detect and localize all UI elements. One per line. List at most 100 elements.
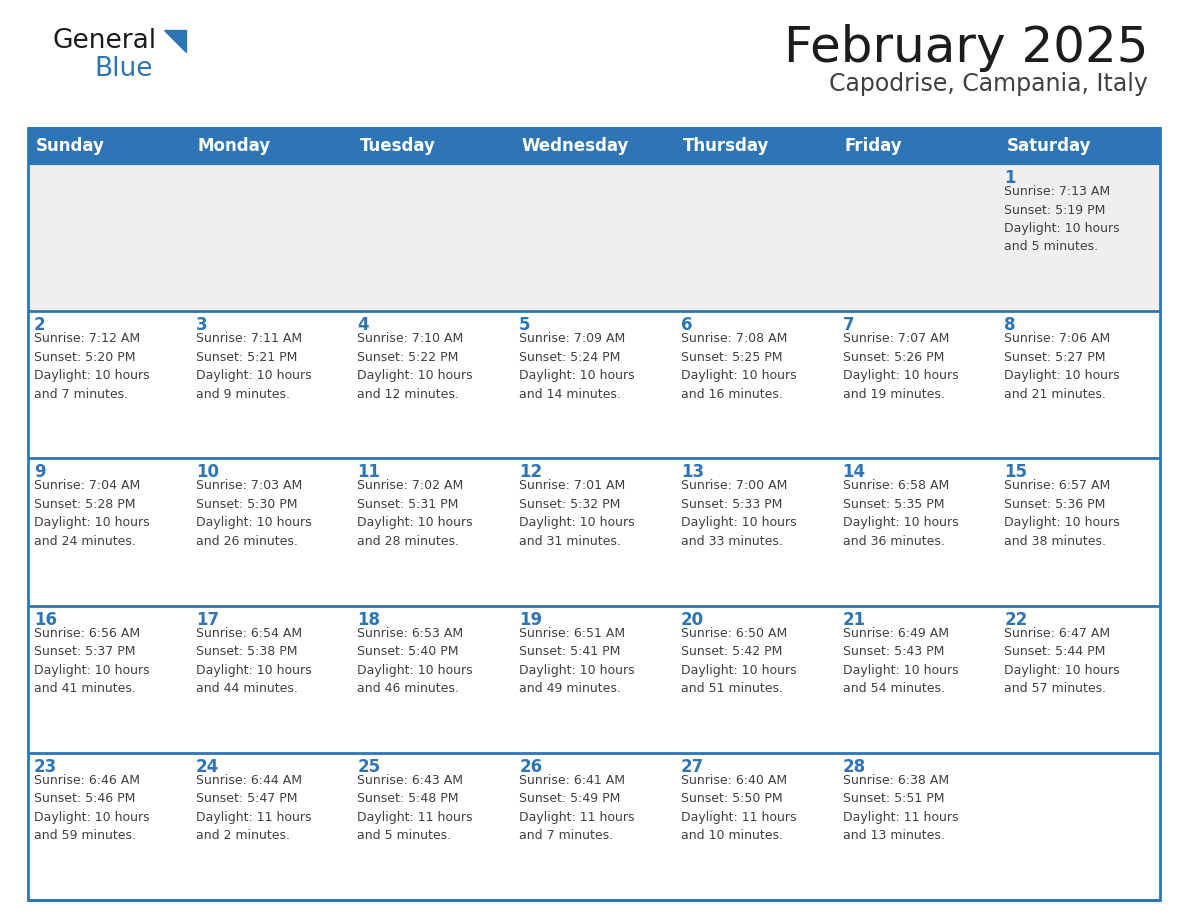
Bar (190, 753, 352, 900)
Text: Thursday: Thursday (683, 137, 770, 155)
Text: 20: 20 (681, 610, 704, 629)
Text: 7: 7 (842, 316, 854, 334)
Text: Sunrise: 6:43 AM
Sunset: 5:48 PM
Daylight: 11 hours
and 5 minutes.: Sunrise: 6:43 AM Sunset: 5:48 PM Dayligh… (358, 774, 473, 843)
Text: Sunrise: 7:01 AM
Sunset: 5:32 PM
Daylight: 10 hours
and 31 minutes.: Sunrise: 7:01 AM Sunset: 5:32 PM Dayligh… (519, 479, 634, 548)
Bar (836, 458, 998, 606)
Text: Sunrise: 7:08 AM
Sunset: 5:25 PM
Daylight: 10 hours
and 16 minutes.: Sunrise: 7:08 AM Sunset: 5:25 PM Dayligh… (681, 332, 796, 400)
Bar (29, 753, 190, 900)
Bar (352, 606, 513, 753)
Bar (675, 606, 836, 753)
Text: Wednesday: Wednesday (522, 137, 628, 155)
Text: Sunrise: 6:56 AM
Sunset: 5:37 PM
Daylight: 10 hours
and 41 minutes.: Sunrise: 6:56 AM Sunset: 5:37 PM Dayligh… (34, 627, 150, 695)
Bar (836, 606, 998, 753)
Bar (29, 128, 190, 164)
Text: Friday: Friday (845, 137, 902, 155)
Bar (513, 753, 675, 900)
Bar (190, 606, 352, 753)
Text: Sunrise: 7:02 AM
Sunset: 5:31 PM
Daylight: 10 hours
and 28 minutes.: Sunrise: 7:02 AM Sunset: 5:31 PM Dayligh… (358, 479, 473, 548)
Text: 1: 1 (1004, 169, 1016, 187)
Text: 27: 27 (681, 757, 704, 776)
Text: 3: 3 (196, 316, 208, 334)
Text: 28: 28 (842, 757, 866, 776)
Text: Sunrise: 7:04 AM
Sunset: 5:28 PM
Daylight: 10 hours
and 24 minutes.: Sunrise: 7:04 AM Sunset: 5:28 PM Dayligh… (34, 479, 150, 548)
Text: Sunrise: 6:41 AM
Sunset: 5:49 PM
Daylight: 11 hours
and 7 minutes.: Sunrise: 6:41 AM Sunset: 5:49 PM Dayligh… (519, 774, 634, 843)
Text: General: General (52, 28, 156, 54)
Bar (513, 606, 675, 753)
Bar (513, 128, 675, 164)
Text: Sunrise: 6:49 AM
Sunset: 5:43 PM
Daylight: 10 hours
and 54 minutes.: Sunrise: 6:49 AM Sunset: 5:43 PM Dayligh… (842, 627, 959, 695)
Bar (29, 606, 190, 753)
Text: 18: 18 (358, 610, 380, 629)
Bar (998, 753, 1159, 900)
Text: 21: 21 (842, 610, 866, 629)
Bar (29, 458, 190, 606)
Bar (675, 164, 836, 311)
Text: Sunrise: 6:40 AM
Sunset: 5:50 PM
Daylight: 11 hours
and 10 minutes.: Sunrise: 6:40 AM Sunset: 5:50 PM Dayligh… (681, 774, 796, 843)
Text: Sunrise: 6:47 AM
Sunset: 5:44 PM
Daylight: 10 hours
and 57 minutes.: Sunrise: 6:47 AM Sunset: 5:44 PM Dayligh… (1004, 627, 1120, 695)
Bar (352, 458, 513, 606)
Text: Sunrise: 6:53 AM
Sunset: 5:40 PM
Daylight: 10 hours
and 46 minutes.: Sunrise: 6:53 AM Sunset: 5:40 PM Dayligh… (358, 627, 473, 695)
Bar (675, 128, 836, 164)
Text: Saturday: Saturday (1006, 137, 1091, 155)
Text: 23: 23 (34, 757, 57, 776)
Text: Sunrise: 7:00 AM
Sunset: 5:33 PM
Daylight: 10 hours
and 33 minutes.: Sunrise: 7:00 AM Sunset: 5:33 PM Dayligh… (681, 479, 796, 548)
Bar (513, 164, 675, 311)
Text: Sunrise: 6:54 AM
Sunset: 5:38 PM
Daylight: 10 hours
and 44 minutes.: Sunrise: 6:54 AM Sunset: 5:38 PM Dayligh… (196, 627, 311, 695)
Text: Sunrise: 6:58 AM
Sunset: 5:35 PM
Daylight: 10 hours
and 36 minutes.: Sunrise: 6:58 AM Sunset: 5:35 PM Dayligh… (842, 479, 959, 548)
Text: Sunrise: 7:06 AM
Sunset: 5:27 PM
Daylight: 10 hours
and 21 minutes.: Sunrise: 7:06 AM Sunset: 5:27 PM Dayligh… (1004, 332, 1120, 400)
Bar (513, 458, 675, 606)
Bar (836, 311, 998, 458)
Text: 8: 8 (1004, 316, 1016, 334)
Text: 15: 15 (1004, 464, 1028, 481)
Text: Sunrise: 6:57 AM
Sunset: 5:36 PM
Daylight: 10 hours
and 38 minutes.: Sunrise: 6:57 AM Sunset: 5:36 PM Dayligh… (1004, 479, 1120, 548)
Bar (998, 128, 1159, 164)
Bar (190, 128, 352, 164)
Text: Sunrise: 7:10 AM
Sunset: 5:22 PM
Daylight: 10 hours
and 12 minutes.: Sunrise: 7:10 AM Sunset: 5:22 PM Dayligh… (358, 332, 473, 400)
Text: 12: 12 (519, 464, 542, 481)
Bar (998, 311, 1159, 458)
Bar (513, 311, 675, 458)
Bar (836, 753, 998, 900)
Text: Sunrise: 7:07 AM
Sunset: 5:26 PM
Daylight: 10 hours
and 19 minutes.: Sunrise: 7:07 AM Sunset: 5:26 PM Dayligh… (842, 332, 959, 400)
Text: Sunrise: 6:51 AM
Sunset: 5:41 PM
Daylight: 10 hours
and 49 minutes.: Sunrise: 6:51 AM Sunset: 5:41 PM Dayligh… (519, 627, 634, 695)
Text: Monday: Monday (197, 137, 271, 155)
Text: 16: 16 (34, 610, 57, 629)
Text: Tuesday: Tuesday (360, 137, 435, 155)
Text: Sunrise: 6:46 AM
Sunset: 5:46 PM
Daylight: 10 hours
and 59 minutes.: Sunrise: 6:46 AM Sunset: 5:46 PM Dayligh… (34, 774, 150, 843)
Text: 5: 5 (519, 316, 531, 334)
Bar (998, 164, 1159, 311)
Bar (998, 458, 1159, 606)
Text: Sunrise: 7:09 AM
Sunset: 5:24 PM
Daylight: 10 hours
and 14 minutes.: Sunrise: 7:09 AM Sunset: 5:24 PM Dayligh… (519, 332, 634, 400)
Bar (675, 753, 836, 900)
Text: Sunrise: 6:38 AM
Sunset: 5:51 PM
Daylight: 11 hours
and 13 minutes.: Sunrise: 6:38 AM Sunset: 5:51 PM Dayligh… (842, 774, 958, 843)
Text: February 2025: February 2025 (784, 24, 1148, 72)
Text: Sunrise: 7:03 AM
Sunset: 5:30 PM
Daylight: 10 hours
and 26 minutes.: Sunrise: 7:03 AM Sunset: 5:30 PM Dayligh… (196, 479, 311, 548)
Text: Sunrise: 7:12 AM
Sunset: 5:20 PM
Daylight: 10 hours
and 7 minutes.: Sunrise: 7:12 AM Sunset: 5:20 PM Dayligh… (34, 332, 150, 400)
Bar (29, 128, 1159, 900)
Bar (190, 311, 352, 458)
Bar (998, 606, 1159, 753)
Bar (352, 311, 513, 458)
Bar (675, 311, 836, 458)
Bar (352, 128, 513, 164)
Text: Sunrise: 6:44 AM
Sunset: 5:47 PM
Daylight: 11 hours
and 2 minutes.: Sunrise: 6:44 AM Sunset: 5:47 PM Dayligh… (196, 774, 311, 843)
Bar (836, 128, 998, 164)
Text: 13: 13 (681, 464, 704, 481)
Text: Sunrise: 6:50 AM
Sunset: 5:42 PM
Daylight: 10 hours
and 51 minutes.: Sunrise: 6:50 AM Sunset: 5:42 PM Dayligh… (681, 627, 796, 695)
Text: 9: 9 (34, 464, 45, 481)
Text: 11: 11 (358, 464, 380, 481)
Text: 24: 24 (196, 757, 219, 776)
Text: Sunrise: 7:11 AM
Sunset: 5:21 PM
Daylight: 10 hours
and 9 minutes.: Sunrise: 7:11 AM Sunset: 5:21 PM Dayligh… (196, 332, 311, 400)
Text: Capodrise, Campania, Italy: Capodrise, Campania, Italy (829, 72, 1148, 96)
Text: 4: 4 (358, 316, 369, 334)
Text: 2: 2 (34, 316, 45, 334)
Bar (190, 164, 352, 311)
Text: Sunday: Sunday (36, 137, 105, 155)
Polygon shape (164, 30, 187, 52)
Text: 22: 22 (1004, 610, 1028, 629)
Text: Sunrise: 7:13 AM
Sunset: 5:19 PM
Daylight: 10 hours
and 5 minutes.: Sunrise: 7:13 AM Sunset: 5:19 PM Dayligh… (1004, 185, 1120, 253)
Text: 26: 26 (519, 757, 542, 776)
Text: 19: 19 (519, 610, 542, 629)
Text: 17: 17 (196, 610, 219, 629)
Bar (836, 164, 998, 311)
